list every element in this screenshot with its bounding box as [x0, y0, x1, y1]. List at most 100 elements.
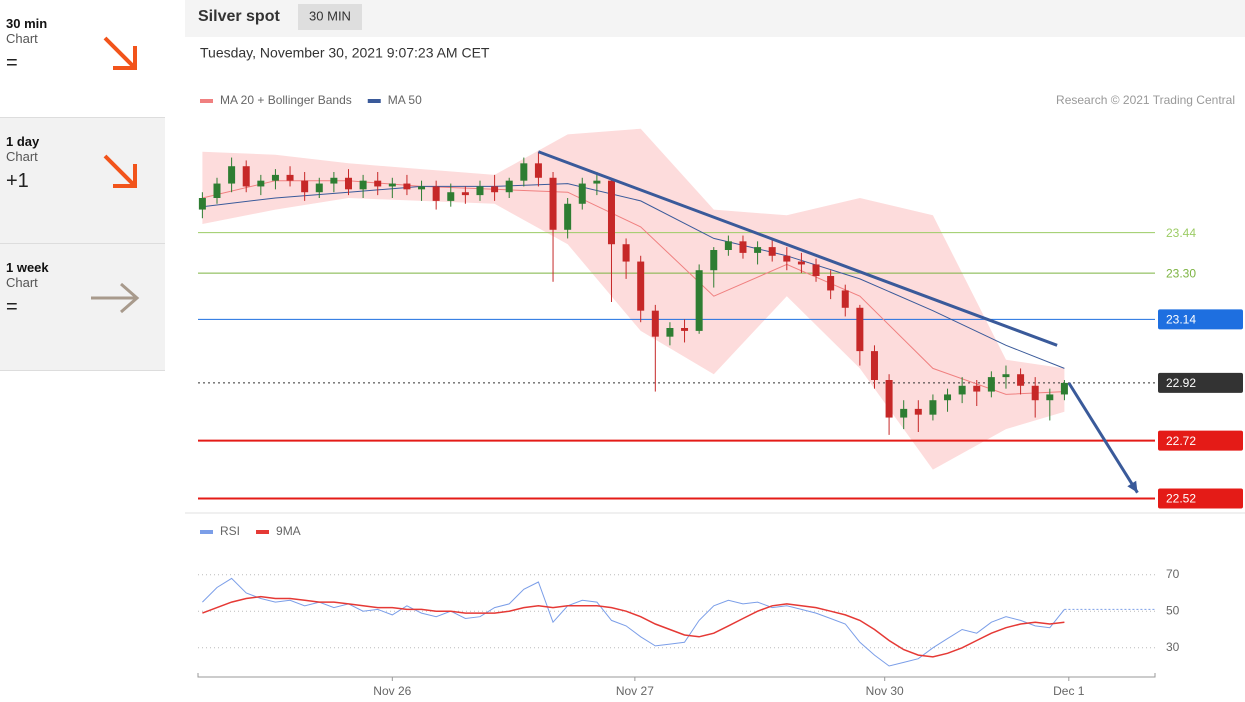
arrow-icon	[91, 282, 140, 314]
signal-card[interactable]: 30 min Chart =	[0, 0, 165, 118]
candle-body	[768, 247, 776, 256]
x-tick-label: Nov 30	[866, 684, 904, 698]
legend-label: MA 50	[388, 93, 422, 107]
legend-swatch	[256, 530, 270, 534]
legend-swatch	[200, 99, 213, 103]
candle-body	[841, 290, 849, 308]
candle-body	[695, 270, 703, 331]
x-tick-label: Nov 27	[616, 684, 654, 698]
legend-label: RSI	[220, 524, 240, 538]
candle-body	[885, 380, 893, 418]
candle-body	[286, 174, 294, 181]
level-label: 22.92	[1166, 376, 1196, 390]
candle-body	[476, 186, 484, 196]
projection	[1067, 382, 1139, 494]
candle-body	[622, 244, 630, 262]
period: 1 week	[6, 260, 49, 275]
legend-label: 9MA	[276, 524, 301, 538]
signal-card[interactable]: 1 week Chart =	[0, 244, 165, 371]
arrow-icon	[103, 154, 137, 188]
level-label: 23.14	[1166, 313, 1196, 327]
signal: =	[6, 296, 18, 318]
level-label: 23.44	[1166, 226, 1196, 240]
candle-body	[987, 377, 995, 392]
level-tag	[1158, 309, 1243, 330]
candle-body	[534, 163, 542, 178]
candle-body	[637, 261, 645, 311]
signal: =	[6, 52, 18, 74]
candle-body	[491, 186, 499, 193]
period: 30 min	[6, 16, 48, 31]
legend-swatch	[367, 99, 381, 103]
candle-body	[315, 183, 323, 193]
credit: Research © 2021 Trading Central	[1056, 93, 1235, 107]
level-tag	[1158, 430, 1243, 451]
candle-body	[870, 351, 878, 380]
label: Chart	[6, 275, 38, 290]
y-tick-label: 50	[1166, 603, 1180, 617]
level-label: 22.72	[1166, 434, 1196, 448]
x-tick-label: Dec 1	[1053, 684, 1085, 698]
candle-body	[447, 192, 455, 201]
candle-body	[783, 255, 791, 262]
arrow-head	[1127, 480, 1138, 493]
candle-body	[301, 180, 309, 193]
candle-body	[388, 183, 396, 187]
interval: 30 MIN	[309, 8, 351, 23]
interval-badge[interactable]	[298, 4, 362, 30]
x-axis	[197, 673, 1156, 678]
candle-body	[797, 261, 805, 265]
candle-body	[900, 408, 908, 418]
label: Chart	[6, 31, 38, 46]
candle-body	[827, 276, 835, 291]
candle-body	[1060, 382, 1068, 395]
candle-body	[578, 183, 586, 204]
candle-body	[739, 241, 747, 253]
candle-body	[651, 310, 659, 337]
candle-body	[330, 177, 338, 184]
title: Silver spot	[198, 8, 280, 25]
bollinger-band	[202, 128, 1065, 470]
candle-body	[359, 180, 367, 190]
signal: +1	[6, 170, 29, 192]
candle-body	[754, 247, 762, 253]
period: 1 day	[6, 134, 40, 149]
series-line	[202, 595, 1065, 658]
candle-body	[242, 166, 250, 187]
legend-label: MA 20 + Bollinger Bands	[220, 93, 352, 107]
series-line	[202, 577, 1065, 667]
candle-body	[724, 241, 732, 250]
candle-body	[607, 180, 615, 245]
candle-body	[198, 198, 206, 210]
level-label: 23.30	[1166, 266, 1196, 280]
y-tick-label: 70	[1166, 567, 1180, 581]
trendline	[537, 150, 1058, 347]
candle-body	[812, 264, 820, 276]
signal-card[interactable]: 1 day Chart +1	[0, 118, 165, 244]
candle-body	[973, 385, 981, 392]
candle-body	[929, 400, 937, 415]
candle-body	[432, 186, 440, 201]
candle-body	[958, 385, 966, 395]
candle-body	[213, 183, 221, 198]
candle-body	[403, 183, 411, 190]
candle-body	[681, 328, 689, 331]
candle-body	[257, 180, 265, 187]
candle-body	[418, 186, 426, 190]
candle-body	[1046, 394, 1054, 401]
candle-body	[564, 203, 572, 230]
candle-body	[520, 163, 528, 181]
candle-body	[914, 408, 922, 415]
level-label: 22.52	[1166, 492, 1196, 506]
candle-body	[944, 394, 952, 401]
candle-body	[710, 250, 718, 271]
level-tag	[1158, 488, 1243, 509]
arrow-icon	[103, 36, 137, 70]
candle-body	[505, 180, 513, 193]
candle-body	[461, 192, 469, 196]
candle-body	[666, 328, 674, 337]
level-tag	[1158, 372, 1243, 393]
candle-body	[271, 174, 279, 181]
